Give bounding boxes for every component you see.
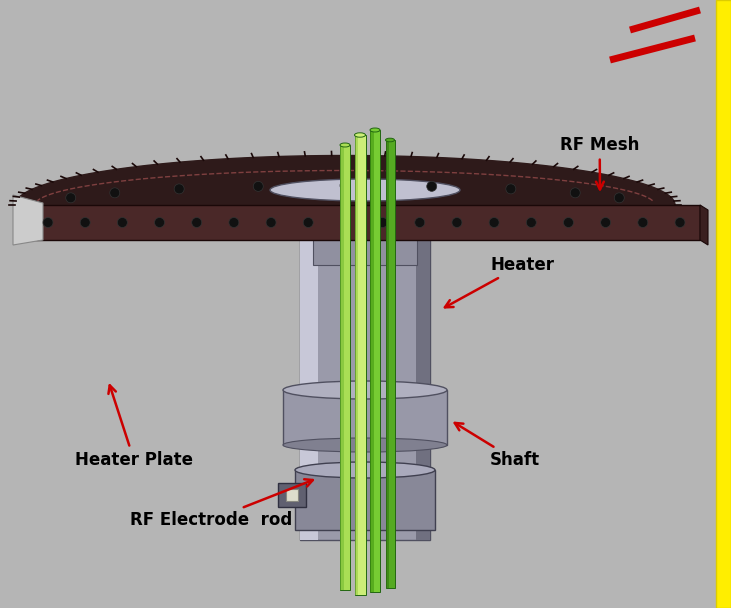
Circle shape <box>506 184 516 194</box>
Polygon shape <box>295 470 435 530</box>
Circle shape <box>675 218 685 227</box>
Ellipse shape <box>355 133 366 137</box>
Polygon shape <box>300 195 318 540</box>
Ellipse shape <box>340 143 350 147</box>
Polygon shape <box>313 230 417 265</box>
Circle shape <box>378 218 387 227</box>
Circle shape <box>614 193 624 203</box>
Circle shape <box>303 218 314 227</box>
Circle shape <box>564 218 574 227</box>
Polygon shape <box>385 140 389 588</box>
Polygon shape <box>13 195 43 245</box>
Ellipse shape <box>295 462 435 478</box>
Polygon shape <box>15 156 675 205</box>
Polygon shape <box>278 483 306 507</box>
Circle shape <box>80 218 90 227</box>
Polygon shape <box>370 130 380 592</box>
Circle shape <box>110 188 120 198</box>
Ellipse shape <box>370 128 380 132</box>
Polygon shape <box>355 135 358 595</box>
Ellipse shape <box>385 138 395 142</box>
Polygon shape <box>716 0 731 608</box>
Circle shape <box>229 218 239 227</box>
Polygon shape <box>286 489 298 501</box>
Text: RF Electrode  rod: RF Electrode rod <box>130 479 313 529</box>
Circle shape <box>570 188 580 198</box>
Circle shape <box>341 218 350 227</box>
Circle shape <box>43 218 53 227</box>
Polygon shape <box>340 145 344 590</box>
Ellipse shape <box>283 438 447 452</box>
Text: Heater Plate: Heater Plate <box>75 385 193 469</box>
Circle shape <box>601 218 610 227</box>
Circle shape <box>452 218 462 227</box>
Circle shape <box>192 218 202 227</box>
Polygon shape <box>355 135 366 595</box>
Polygon shape <box>385 140 395 588</box>
Polygon shape <box>28 205 700 240</box>
Circle shape <box>427 181 436 192</box>
Polygon shape <box>700 205 708 245</box>
Circle shape <box>638 218 648 227</box>
Circle shape <box>174 184 184 194</box>
Ellipse shape <box>270 179 460 201</box>
Circle shape <box>154 218 164 227</box>
Polygon shape <box>270 190 460 230</box>
Circle shape <box>414 218 425 227</box>
Polygon shape <box>340 145 350 590</box>
Circle shape <box>118 218 127 227</box>
Polygon shape <box>283 390 447 445</box>
Text: RF Mesh: RF Mesh <box>560 136 640 190</box>
Text: Heater: Heater <box>445 256 554 307</box>
Polygon shape <box>370 130 374 592</box>
Circle shape <box>266 218 276 227</box>
Circle shape <box>253 181 263 192</box>
Text: Shaft: Shaft <box>455 423 540 469</box>
Ellipse shape <box>283 381 447 399</box>
Polygon shape <box>300 195 430 540</box>
Circle shape <box>489 218 499 227</box>
Circle shape <box>340 181 350 190</box>
Polygon shape <box>416 195 430 540</box>
Circle shape <box>66 193 76 203</box>
Circle shape <box>526 218 537 227</box>
